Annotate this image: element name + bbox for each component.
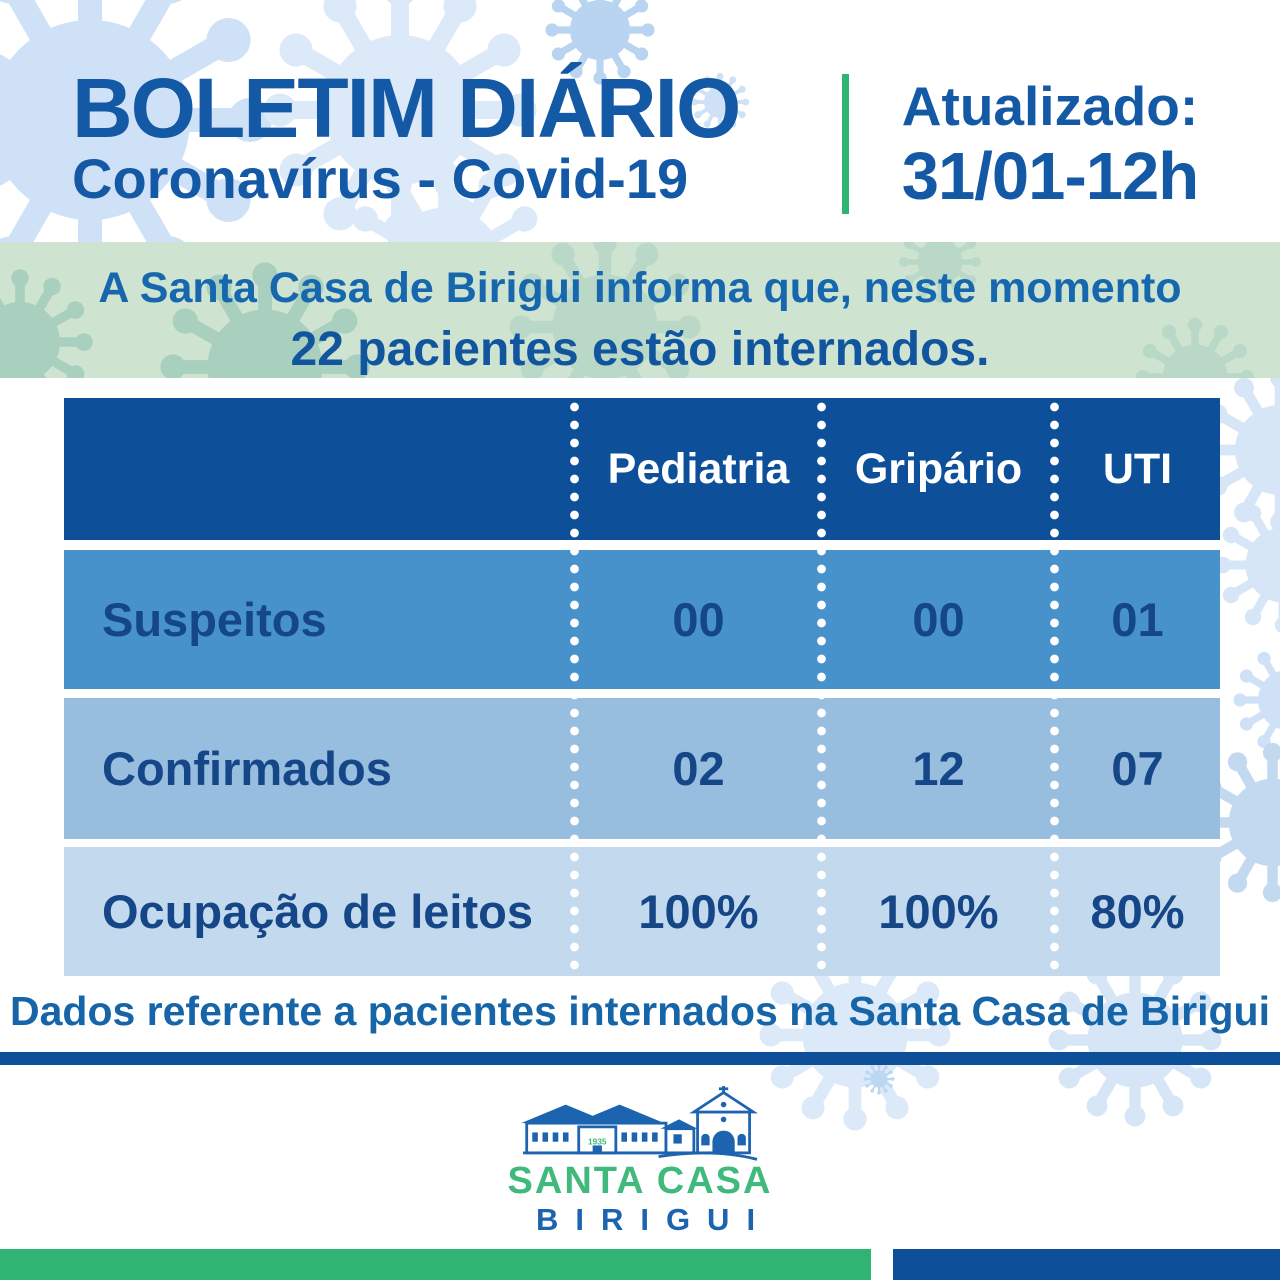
hospital-building-icon: 1935 <box>521 1086 758 1161</box>
dotted-column-separator <box>570 398 579 976</box>
page-subtitle: Coronavírus - Covid-19 <box>72 147 689 210</box>
bottom-green-bar <box>0 1249 871 1280</box>
virus-icon <box>1228 640 1280 760</box>
column-header-gripario: Gripário <box>854 444 1023 493</box>
table-header-row: Pediatria Gripário UTI <box>64 398 1220 540</box>
cell-value: 100% <box>878 885 999 938</box>
green-divider-line <box>842 74 849 214</box>
dotted-column-separator <box>1050 398 1059 976</box>
announcement-banner: A Santa Casa de Birigui informa que, nes… <box>0 242 1280 378</box>
cell-value: 80% <box>1090 885 1185 938</box>
column-header-pediatria: Pediatria <box>607 444 790 493</box>
row-label: Ocupação de leitos <box>102 885 533 938</box>
table-row-ocupacao-de-leitos: Ocupação de leitos 100% 100% 80% <box>64 847 1220 976</box>
cell-value: 100% <box>638 885 759 938</box>
cell-value: 12 <box>912 742 965 795</box>
hospital-data-table: Pediatria Gripário UTI Suspeitos 00 00 0… <box>64 398 1220 976</box>
logo-name: SANTA CASA <box>507 1160 773 1202</box>
header-spacer-cell <box>64 398 575 540</box>
cell-value: 07 <box>1111 742 1164 795</box>
cell-value: 02 <box>672 742 725 795</box>
page-title: BOLETIM DIÁRIO <box>72 61 741 155</box>
cell-value: 00 <box>912 593 965 646</box>
logo-year: 1935 <box>588 1137 607 1147</box>
row-label: Suspeitos <box>102 593 327 646</box>
banner-line-1: A Santa Casa de Birigui informa que, nes… <box>98 264 1182 312</box>
dotted-column-separator <box>817 398 826 976</box>
updated-timestamp: 31/01-12h <box>901 139 1199 214</box>
footer-note: Dados referente a pacientes internados n… <box>9 988 1270 1034</box>
cell-value: 01 <box>1111 593 1164 646</box>
cell-value: 00 <box>672 593 725 646</box>
table-row-suspeitos: Suspeitos 00 00 01 <box>64 550 1220 689</box>
row-label: Confirmados <box>102 742 392 795</box>
column-header-uti: UTI <box>1102 444 1173 493</box>
banner-line-2: 22 pacientes estão internados. <box>290 323 990 376</box>
updated-label: Atualizado: <box>901 75 1199 137</box>
table-row-confirmados: Confirmados 02 12 07 <box>64 698 1220 839</box>
bottom-blue-bar <box>893 1249 1280 1280</box>
logo-city: BIRIGUI <box>535 1202 773 1237</box>
blue-divider-bar <box>0 1052 1280 1065</box>
virus-icon <box>862 1062 896 1096</box>
